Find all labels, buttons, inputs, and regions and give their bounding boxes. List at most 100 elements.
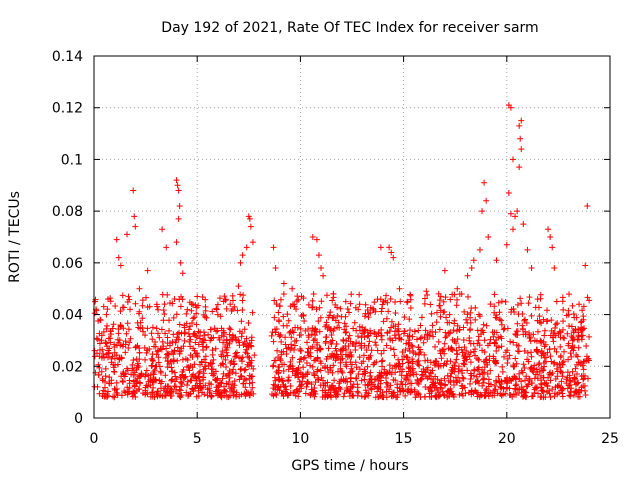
data-point — [195, 392, 202, 399]
x-tick-label: 25 — [601, 431, 619, 447]
data-point — [415, 327, 422, 334]
data-point — [275, 309, 282, 316]
data-point — [111, 349, 118, 356]
data-point — [342, 298, 349, 305]
data-point — [549, 334, 556, 341]
data-point — [429, 379, 436, 386]
data-point — [177, 387, 184, 394]
data-point — [495, 373, 502, 380]
data-point — [184, 378, 191, 385]
data-point — [188, 377, 195, 384]
data-point — [337, 305, 344, 312]
data-point — [239, 297, 246, 304]
data-point — [440, 362, 447, 369]
data-point — [377, 380, 384, 387]
data-point — [353, 374, 360, 381]
data-point — [407, 291, 414, 298]
data-point — [358, 377, 365, 384]
data-point — [100, 328, 107, 335]
data-point — [245, 319, 252, 326]
data-point — [245, 213, 252, 220]
data-point — [350, 381, 357, 388]
data-point — [330, 314, 337, 321]
data-point — [248, 337, 255, 344]
data-point — [580, 316, 587, 323]
data-point — [413, 371, 420, 378]
data-point — [561, 348, 568, 355]
data-point — [95, 361, 102, 368]
data-point — [506, 352, 513, 359]
data-point — [272, 357, 279, 364]
data-point — [104, 394, 111, 401]
data-point — [472, 379, 479, 386]
data-point — [139, 297, 146, 304]
data-point — [331, 377, 338, 384]
data-point — [134, 360, 141, 367]
data-point — [475, 366, 482, 373]
data-point — [541, 343, 548, 350]
data-point — [161, 310, 168, 317]
data-point — [534, 296, 541, 303]
data-point — [500, 326, 507, 333]
data-point — [302, 327, 309, 334]
data-point — [450, 392, 457, 399]
data-point — [524, 349, 531, 356]
data-point — [519, 322, 526, 329]
data-point — [565, 307, 572, 314]
data-point — [132, 300, 139, 307]
data-point — [365, 356, 372, 363]
data-point — [343, 328, 350, 335]
data-point — [316, 304, 323, 311]
data-point — [513, 391, 520, 398]
data-point — [514, 328, 521, 335]
data-point — [280, 322, 287, 329]
data-point — [446, 319, 453, 326]
data-point — [330, 385, 337, 392]
data-point — [451, 320, 458, 327]
data-point — [201, 332, 208, 339]
data-point — [209, 351, 216, 358]
data-point — [154, 330, 161, 337]
data-point — [341, 320, 348, 327]
data-point — [327, 309, 334, 316]
data-point — [102, 378, 109, 385]
data-point — [441, 340, 448, 347]
data-point — [94, 350, 101, 357]
data-point — [211, 325, 218, 332]
data-point — [403, 376, 410, 383]
data-point — [280, 348, 287, 355]
data-point — [296, 358, 303, 365]
data-point — [441, 375, 448, 382]
data-point — [362, 393, 369, 400]
data-point — [450, 327, 457, 334]
data-point — [270, 244, 277, 251]
data-point — [498, 317, 505, 324]
data-point — [192, 373, 199, 380]
data-point — [323, 334, 330, 341]
data-point — [138, 370, 145, 377]
data-point — [111, 394, 118, 401]
data-point — [414, 358, 421, 365]
data-point — [547, 377, 554, 384]
data-point — [322, 362, 329, 369]
data-point — [271, 314, 278, 321]
data-point — [219, 375, 226, 382]
data-point — [102, 365, 109, 372]
data-point — [173, 239, 180, 246]
data-point — [222, 364, 229, 371]
data-point — [207, 337, 214, 344]
data-point — [285, 344, 292, 351]
data-point — [568, 353, 575, 360]
data-point — [153, 391, 160, 398]
data-point — [421, 300, 428, 307]
data-point — [331, 352, 338, 359]
data-point — [415, 351, 422, 358]
data-point — [200, 376, 207, 383]
data-point — [139, 315, 146, 322]
data-point — [181, 324, 188, 331]
data-point — [499, 363, 506, 370]
data-point — [460, 360, 467, 367]
data-point — [304, 378, 311, 385]
data-point — [384, 330, 391, 337]
data-point — [541, 379, 548, 386]
